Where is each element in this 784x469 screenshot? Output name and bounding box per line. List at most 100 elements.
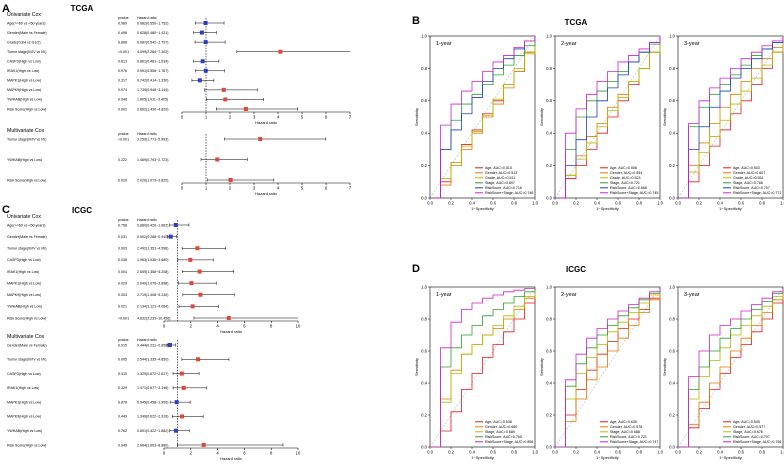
row-pvalue: 0.758 xyxy=(118,223,127,227)
row-label: MAPK9(High vs Low) xyxy=(7,88,41,92)
roc-curve xyxy=(678,36,784,199)
row-hr-text: 1.469(0.793−2.723) xyxy=(137,158,168,162)
roc-curve xyxy=(430,287,536,448)
hr-point xyxy=(190,304,195,309)
y-tick-label: 0.4 xyxy=(669,380,675,385)
legend-entry: RiskScore+Stage, AUC=0.747 xyxy=(610,440,658,444)
row-label: Age(>=60 vs <60 years) xyxy=(7,223,45,227)
row-hr-text: 2.049(1.076−3.898) xyxy=(137,281,168,285)
row-label: CASP3(High vs Low) xyxy=(7,258,41,262)
row-hr-text: 2.964(1.003−8.880) xyxy=(137,443,168,447)
y-axis-label: Sensitivity xyxy=(662,108,667,126)
y-tick-label: 0.2 xyxy=(546,412,552,417)
legend-entry: Grade, AUC=0.551 xyxy=(733,176,763,180)
y-tick-label: 0.0 xyxy=(669,195,675,200)
y-tick-label: 0.8 xyxy=(421,66,427,71)
row-pvalue: 0.317 xyxy=(118,79,127,83)
legend-entry: Stage, AUC=0.697 xyxy=(485,181,515,185)
legend-entry: Age, AUC=0.545 xyxy=(733,420,760,424)
x-tick-label: 6 xyxy=(325,115,328,120)
x-tick-label: 2 xyxy=(190,324,193,329)
row-hr-text: 0.444(0.231−0.856) xyxy=(137,343,168,347)
roc-panel-d: 1-year0.00.00.20.20.40.40.60.60.80.81.01… xyxy=(414,284,784,460)
row-hr-text: 4.099(2.284−7.302) xyxy=(137,50,168,54)
x-tick-label: 7 xyxy=(349,115,352,120)
legend-entry: Age, AUC=0.508 xyxy=(610,166,637,170)
roc-curve xyxy=(430,36,536,199)
row-hr-text: 0.991(0.556−1.767) xyxy=(137,69,168,73)
row-label: Tumor stage(III/IV vs I/II) xyxy=(7,247,46,251)
row-hr-text: 1.471(0.677−3.196) xyxy=(137,386,168,390)
x-tick-label: 1 xyxy=(205,186,208,191)
hr-point xyxy=(203,40,208,45)
x-tick-label: 0 xyxy=(181,186,184,191)
hr-header: Hazard ratio xyxy=(137,132,157,136)
y-tick-label: 0.6 xyxy=(421,348,427,353)
row-pvalue: 0.449 xyxy=(118,415,127,419)
y-tick-label: 0.8 xyxy=(421,316,427,321)
x-axis-label: Hazard ratio xyxy=(255,120,278,125)
x-tick-label: 0.6 xyxy=(738,201,744,206)
x-axis-label: Hazard ratio xyxy=(220,329,243,334)
row-label: IRAK1(High vs Low) xyxy=(7,69,39,73)
row-label: IRAK1(High vs Low) xyxy=(7,386,39,390)
hr-header: Hazard ratio xyxy=(137,16,157,20)
panel-a-title: TCGA xyxy=(71,4,94,13)
panel-letter-b: B xyxy=(412,15,420,27)
row-label: Tumor stage(III/IV vs I/II) xyxy=(7,137,46,141)
hr-point xyxy=(197,78,202,83)
roc-frame xyxy=(554,286,661,448)
hr-point xyxy=(199,30,204,35)
legend-entry: Grade, AUC=0.523 xyxy=(610,176,640,180)
row-label: MAPK9(High vs Low) xyxy=(7,415,41,419)
panel-b-title: TCGA xyxy=(565,18,588,27)
legend-entry: Gender, AUC=0.576 xyxy=(610,425,642,429)
row-pvalue: 0.415 xyxy=(118,372,127,376)
section-title: Univariate Cox xyxy=(7,214,41,220)
legend-entry: Stage, AUC=0.689 xyxy=(485,430,515,434)
legend-entry: Stage, AUC=0.688 xyxy=(610,430,640,434)
x-tick-label: 0.8 xyxy=(636,201,642,206)
row-label: Risk Score(High vs Low) xyxy=(7,443,46,447)
diagonal-line xyxy=(677,35,784,199)
row-hr-text: 0.982(0.550−1.752) xyxy=(137,21,168,25)
y-tick-label: 0.2 xyxy=(421,412,427,417)
x-tick-label: 1.0 xyxy=(532,201,538,206)
hr-point xyxy=(198,292,203,297)
x-tick-label: 8 xyxy=(270,451,273,456)
row-hr-text: 2.544(1.335−4.850) xyxy=(137,358,168,362)
legend-entry: RiskScore, AUC=0.707 xyxy=(733,435,770,439)
roc-plot-title: 1-year xyxy=(436,41,452,47)
x-tick-label: 2 xyxy=(229,115,232,120)
legend-entry: Grade, AUC=0.511 xyxy=(485,176,515,180)
row-hr-text: 0.891(0.422−1.882) xyxy=(137,429,168,433)
x-tick-label: 0.2 xyxy=(448,450,454,455)
row-label: Tumor stage(III/IV vs I/II) xyxy=(7,358,46,362)
y-tick-label: 0.8 xyxy=(669,316,675,321)
hr-point xyxy=(189,281,194,286)
legend-entry: Age, AUC=0.538 xyxy=(485,420,512,424)
row-hr-text: 2.492(1.351−4.596) xyxy=(137,247,168,251)
legend-entry: RiskScore, AUC=0.716 xyxy=(485,186,522,190)
row-hr-text: 0.987(0.542−1.797) xyxy=(137,40,168,44)
pvalue-header: pvalue xyxy=(118,338,129,342)
row-label: MAPK9(High vs Low) xyxy=(7,293,41,297)
x-axis-label: 1−Specificity xyxy=(596,455,619,460)
row-label: YWHAB(High vs Low) xyxy=(7,305,42,309)
legend-entry: Stage, AUC=0.766 xyxy=(733,181,763,185)
x-tick-label: 1.0 xyxy=(780,201,784,206)
row-label: YWHAB(High vs Low) xyxy=(7,158,42,162)
y-tick-label: 1.0 xyxy=(546,284,552,289)
hr-point xyxy=(168,234,173,239)
hr-point xyxy=(179,371,184,376)
row-pvalue: 0.003 xyxy=(118,247,127,251)
y-tick-label: 0.2 xyxy=(421,163,427,168)
x-tick-label: 0 xyxy=(163,324,166,329)
row-pvalue: 0.002 xyxy=(118,107,127,111)
x-axis-label: Hazard ratio xyxy=(220,456,243,461)
legend-entry: Gender, AUC=0.607 xyxy=(733,171,765,175)
legend-entry: RiskScore, AUC=0.707 xyxy=(733,186,770,190)
row-pvalue: 0.868 xyxy=(118,40,127,44)
y-tick-label: 0.4 xyxy=(546,131,552,136)
